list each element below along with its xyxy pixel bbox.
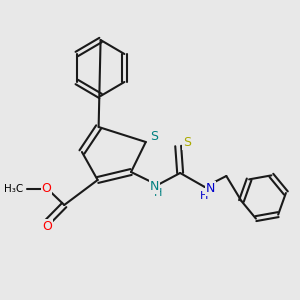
Text: O: O <box>43 220 52 232</box>
Text: O: O <box>42 182 52 194</box>
Text: S: S <box>151 130 159 142</box>
Text: N: N <box>206 182 215 194</box>
Text: N: N <box>150 179 159 193</box>
Text: S: S <box>183 136 191 148</box>
Text: H: H <box>154 188 163 198</box>
Text: H₃C: H₃C <box>4 184 23 194</box>
Text: H: H <box>200 191 208 201</box>
